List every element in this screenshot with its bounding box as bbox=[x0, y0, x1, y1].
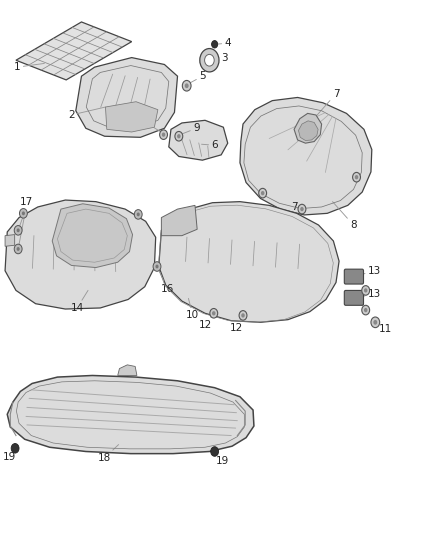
Polygon shape bbox=[16, 22, 132, 80]
Polygon shape bbox=[161, 205, 197, 236]
Circle shape bbox=[364, 308, 367, 312]
Text: 6: 6 bbox=[201, 140, 218, 150]
Circle shape bbox=[211, 447, 219, 456]
Circle shape bbox=[259, 188, 267, 198]
Polygon shape bbox=[240, 98, 372, 215]
Circle shape bbox=[159, 130, 167, 140]
Text: 18: 18 bbox=[98, 445, 119, 463]
Text: 12: 12 bbox=[198, 313, 214, 330]
Circle shape bbox=[205, 54, 214, 66]
Text: 8: 8 bbox=[332, 201, 357, 230]
Circle shape bbox=[373, 320, 377, 325]
Text: 12: 12 bbox=[230, 316, 243, 333]
Text: 7: 7 bbox=[291, 202, 303, 212]
Circle shape bbox=[362, 305, 370, 315]
Text: 14: 14 bbox=[71, 290, 88, 313]
Polygon shape bbox=[106, 102, 158, 132]
Text: 5: 5 bbox=[187, 71, 206, 85]
Circle shape bbox=[11, 443, 19, 453]
Circle shape bbox=[261, 191, 265, 195]
Text: 7: 7 bbox=[306, 88, 339, 127]
Circle shape bbox=[185, 83, 189, 88]
Circle shape bbox=[19, 208, 27, 218]
Text: 17: 17 bbox=[19, 197, 33, 213]
Circle shape bbox=[22, 212, 25, 215]
Circle shape bbox=[362, 286, 370, 295]
Circle shape bbox=[200, 49, 219, 72]
Polygon shape bbox=[76, 58, 177, 138]
Text: 1: 1 bbox=[14, 62, 44, 72]
Polygon shape bbox=[5, 200, 155, 309]
Circle shape bbox=[353, 172, 360, 182]
Text: 2: 2 bbox=[68, 107, 106, 120]
Text: 11: 11 bbox=[375, 322, 392, 334]
Circle shape bbox=[212, 311, 215, 316]
Circle shape bbox=[177, 134, 180, 139]
Circle shape bbox=[210, 309, 218, 318]
Text: 13: 13 bbox=[354, 289, 381, 299]
Circle shape bbox=[137, 213, 140, 216]
Circle shape bbox=[298, 204, 306, 214]
Circle shape bbox=[355, 175, 358, 179]
Circle shape bbox=[175, 132, 183, 141]
Circle shape bbox=[17, 247, 20, 251]
Polygon shape bbox=[7, 375, 254, 454]
Polygon shape bbox=[118, 365, 137, 375]
Text: 13: 13 bbox=[354, 266, 381, 277]
Circle shape bbox=[153, 262, 161, 271]
Circle shape bbox=[14, 225, 22, 235]
Circle shape bbox=[155, 264, 159, 269]
Polygon shape bbox=[159, 201, 339, 322]
FancyBboxPatch shape bbox=[344, 269, 364, 284]
Polygon shape bbox=[5, 235, 14, 246]
Circle shape bbox=[134, 209, 142, 219]
Polygon shape bbox=[52, 204, 133, 268]
Circle shape bbox=[371, 317, 380, 328]
Circle shape bbox=[17, 229, 20, 232]
Circle shape bbox=[300, 207, 304, 211]
Text: 19: 19 bbox=[3, 448, 16, 462]
Text: 10: 10 bbox=[186, 298, 199, 320]
Circle shape bbox=[162, 133, 165, 137]
Text: 4: 4 bbox=[215, 38, 231, 48]
Text: 16: 16 bbox=[157, 266, 174, 294]
Text: 9: 9 bbox=[179, 123, 200, 135]
Polygon shape bbox=[298, 121, 318, 141]
Circle shape bbox=[14, 244, 22, 254]
Text: 9: 9 bbox=[145, 119, 163, 134]
FancyBboxPatch shape bbox=[344, 290, 364, 305]
Circle shape bbox=[239, 311, 247, 320]
Text: 3: 3 bbox=[209, 53, 228, 63]
Circle shape bbox=[364, 288, 367, 293]
Polygon shape bbox=[169, 120, 228, 160]
Circle shape bbox=[182, 80, 191, 91]
Polygon shape bbox=[294, 114, 321, 143]
Text: 19: 19 bbox=[215, 451, 229, 465]
Circle shape bbox=[212, 41, 218, 48]
Circle shape bbox=[241, 313, 245, 318]
